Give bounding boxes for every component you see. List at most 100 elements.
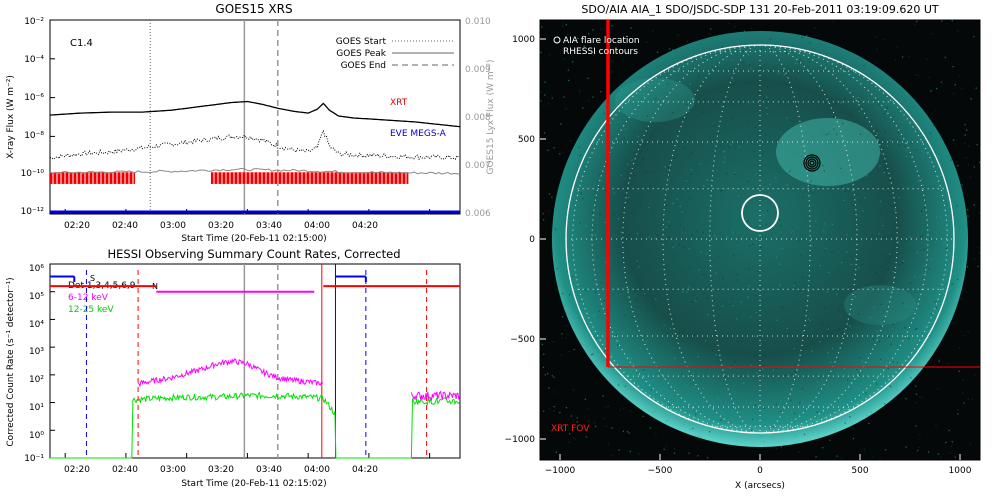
goes-y2-ticks: 0.010 0.009 0.008 0.007 0.006: [465, 17, 491, 219]
image-speckle: [582, 197, 584, 200]
bright-region: [844, 285, 916, 325]
image-speckle: [672, 246, 674, 249]
image-speckle: [849, 325, 851, 327]
image-speckle: [863, 100, 866, 102]
image-speckle: [875, 61, 877, 63]
hessi-ytick: 10²: [29, 375, 44, 385]
image-speckle: [840, 167, 842, 169]
image-speckle: [880, 303, 882, 305]
image-speckle: [813, 406, 815, 408]
image-speckle: [922, 397, 924, 399]
image-speckle: [884, 449, 887, 451]
image-speckle: [593, 422, 596, 424]
image-speckle: [803, 284, 805, 286]
image-speckle: [965, 157, 967, 159]
image-speckle: [632, 317, 634, 319]
image-speckle: [966, 209, 969, 211]
image-speckle: [940, 186, 943, 189]
image-speckle: [923, 206, 926, 209]
image-speckle: [948, 429, 950, 432]
image-speckle: [811, 350, 813, 352]
image-speckle: [927, 76, 929, 79]
goes-y-ticks: 10⁻² 10⁻⁴ 10⁻⁶ 10⁻⁸ 10⁻¹⁰ 10⁻¹²: [21, 17, 45, 217]
image-speckle: [679, 205, 681, 208]
goes-xtick: 03:40: [256, 221, 282, 231]
image-speckle: [823, 223, 825, 225]
image-speckle: [779, 400, 782, 402]
image-speckle: [590, 143, 593, 145]
image-speckle: [826, 291, 828, 293]
image-speckle: [588, 100, 590, 102]
image-speckle: [602, 28, 605, 31]
image-speckle: [954, 456, 956, 458]
image-speckle: [911, 142, 913, 145]
image-speckle: [852, 427, 854, 429]
image-speckle: [875, 36, 877, 38]
image-speckle: [655, 433, 657, 435]
image-speckle: [864, 197, 866, 199]
aia-xtick: 0: [757, 466, 763, 476]
image-speckle: [893, 277, 895, 279]
image-speckle: [856, 369, 858, 371]
image-speckle: [915, 425, 917, 427]
goes-ytick: 10⁻⁸: [24, 131, 44, 141]
image-speckle: [859, 357, 861, 359]
image-speckle: [914, 23, 916, 25]
image-speckle: [923, 249, 925, 251]
image-speckle: [929, 132, 932, 134]
image-speckle: [667, 166, 669, 169]
image-speckle: [655, 298, 657, 300]
image-speckle: [720, 190, 722, 192]
image-speckle: [941, 20, 943, 22]
image-speckle: [645, 340, 647, 342]
image-speckle: [747, 220, 749, 222]
image-speckle: [720, 419, 722, 421]
image-speckle: [585, 436, 588, 438]
image-speckle: [625, 52, 627, 54]
image-speckle: [659, 452, 661, 454]
image-speckle: [811, 245, 813, 247]
image-speckle: [697, 356, 699, 358]
image-speckle: [616, 334, 618, 336]
image-speckle: [571, 275, 574, 278]
goes-panel: GOES15 XRS C1.4 10⁻² 10⁻⁴ 10⁻⁶ 10⁻⁸ 10⁻¹…: [6, 2, 496, 244]
image-speckle: [757, 70, 759, 73]
image-speckle: [605, 425, 607, 427]
image-speckle: [832, 67, 834, 70]
image-speckle: [958, 347, 961, 349]
image-speckle: [850, 263, 853, 266]
image-speckle: [888, 336, 890, 338]
image-speckle: [688, 452, 690, 454]
image-speckle: [851, 322, 853, 324]
image-speckle: [926, 58, 928, 60]
image-speckle: [710, 28, 712, 30]
image-speckle: [886, 145, 889, 147]
image-speckle: [763, 365, 765, 367]
image-speckle: [826, 325, 828, 327]
image-speckle: [618, 285, 620, 287]
image-speckle: [915, 149, 918, 151]
image-speckle: [683, 246, 685, 248]
image-speckle: [820, 323, 823, 325]
aia-legend-flare: AIA flare location: [563, 36, 640, 46]
image-speckle: [624, 261, 627, 263]
image-speckle: [922, 184, 925, 186]
image-speckle: [915, 402, 917, 404]
image-speckle: [555, 251, 558, 253]
image-speckle: [678, 244, 680, 246]
image-speckle: [736, 318, 738, 320]
image-speckle: [639, 347, 641, 349]
image-speckle: [850, 382, 852, 384]
image-speckle: [554, 228, 557, 230]
image-speckle: [882, 224, 884, 227]
image-speckle: [704, 275, 706, 277]
image-speckle: [626, 224, 628, 226]
image-speckle: [979, 332, 980, 334]
image-speckle: [816, 411, 818, 413]
image-speckle: [801, 277, 803, 279]
image-speckle: [862, 395, 864, 398]
image-speckle: [724, 156, 726, 159]
image-speckle: [613, 106, 615, 108]
image-speckle: [863, 449, 866, 452]
image-speckle: [924, 265, 926, 267]
